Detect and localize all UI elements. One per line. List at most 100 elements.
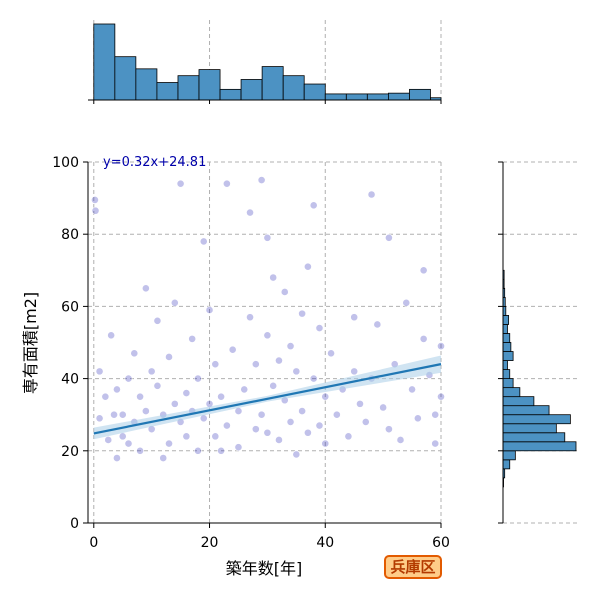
- scatter-point: [269, 273, 278, 282]
- regression-equation: y=0.32x+24.81: [103, 155, 206, 170]
- scatter-point: [182, 432, 191, 441]
- scatter-point: [165, 439, 173, 448]
- scatter-point: [321, 392, 330, 401]
- marginal-y-bar: [502, 441, 577, 452]
- scatter-point: [385, 233, 393, 242]
- scatter-point: [165, 353, 173, 361]
- marginal-y-bar: [502, 369, 511, 380]
- scatter-point: [170, 298, 179, 307]
- marginal-x-bar: [282, 75, 305, 101]
- main-grid: [88, 161, 442, 524]
- scatter-point: [419, 334, 428, 343]
- scatter-point: [136, 446, 144, 455]
- scatter-point: [211, 432, 220, 441]
- regression-confidence-band: [93, 355, 441, 440]
- scatter-point: [402, 298, 411, 307]
- regression-layer: [93, 355, 442, 440]
- scatter-point: [141, 407, 150, 415]
- scatter-point: [280, 288, 289, 296]
- scatter-point: [309, 374, 318, 383]
- scatter-point: [130, 349, 139, 358]
- scatter-point: [153, 316, 162, 325]
- scatter-points: [91, 176, 445, 462]
- scatter-point: [246, 208, 254, 217]
- y-tick-label: 0: [70, 516, 79, 532]
- scatter-point: [91, 196, 99, 204]
- scatter-point: [437, 342, 445, 351]
- scatter-point: [379, 403, 388, 412]
- scatter-point: [263, 428, 272, 437]
- scatter-point: [124, 374, 133, 383]
- scatter-point: [110, 410, 118, 419]
- regression-line: [93, 363, 442, 435]
- scatter-point: [217, 446, 225, 455]
- scatter-point: [292, 450, 301, 459]
- marginal-x-bar: [409, 88, 431, 101]
- scatter-point: [419, 266, 428, 275]
- marginal-y-bar: [502, 342, 512, 352]
- marginal-y-bar: [502, 459, 511, 470]
- scatter-point: [107, 331, 116, 340]
- scatter-point: [101, 392, 110, 401]
- scatter-point: [257, 176, 266, 184]
- scatter-point: [113, 454, 121, 462]
- x-tick-label: 60: [432, 535, 450, 551]
- marginal-y-bar: [502, 333, 511, 343]
- scatter-point: [251, 360, 260, 369]
- marginal-y-histogram: [498, 161, 580, 524]
- x-tick-label: 0: [89, 535, 98, 551]
- y-tick-label: 40: [61, 372, 79, 388]
- scatter-point: [234, 407, 243, 415]
- scatter-point: [269, 381, 278, 390]
- x-tick-label: 20: [201, 535, 219, 551]
- scatter-point: [95, 367, 104, 376]
- scatter-point: [292, 367, 301, 376]
- marginal-x-bar: [177, 75, 200, 101]
- scatter-point: [350, 313, 359, 322]
- scatter-point: [251, 425, 260, 434]
- scatter-point: [413, 414, 422, 423]
- marginal-y-bar: [502, 378, 514, 389]
- y-tick-label: 20: [61, 444, 79, 460]
- scatter-point: [91, 206, 100, 215]
- scatter-point: [344, 432, 353, 441]
- scatter-point: [275, 436, 283, 444]
- scatter-point: [321, 439, 330, 448]
- scatter-point: [286, 418, 295, 426]
- scatter-point: [246, 313, 254, 322]
- marginal-y-bar: [502, 432, 566, 443]
- marginal-x-bar: [114, 56, 137, 101]
- scatter-point: [222, 421, 231, 430]
- marginal-y-bar: [502, 414, 571, 425]
- scatter-point: [141, 284, 150, 293]
- marginal-x-bar: [366, 93, 389, 101]
- marginal-x-histogram: [88, 20, 442, 104]
- scatter-point: [113, 385, 121, 394]
- scatter-point: [176, 179, 185, 188]
- marginal-y-bar: [502, 351, 514, 361]
- scatter-point: [240, 385, 249, 394]
- scatter-point: [104, 436, 113, 444]
- scatter-point: [234, 443, 243, 452]
- marginal-x-bar: [135, 68, 158, 101]
- y-tick-label: 100: [52, 155, 79, 171]
- y-tick-label: 60: [61, 299, 79, 315]
- scatter-point: [315, 324, 324, 332]
- marginal-x-bar: [219, 88, 242, 101]
- marginal-x-bar: [198, 69, 221, 101]
- scatter-point: [408, 385, 416, 394]
- scatter-point: [350, 367, 359, 376]
- scatter-point: [199, 237, 208, 246]
- marginal-y-bar: [502, 324, 508, 334]
- scatter-point: [431, 410, 440, 419]
- scatter-point: [431, 439, 440, 448]
- scatter-point: [95, 414, 104, 423]
- x-tick-label: 40: [316, 535, 334, 551]
- scatter-point: [182, 389, 191, 397]
- scatter-point: [194, 374, 202, 383]
- marginal-x-bar: [240, 79, 263, 101]
- marginal-y-bar: [502, 396, 535, 407]
- scatter-point: [304, 428, 312, 437]
- marginal-x-bar: [303, 83, 326, 101]
